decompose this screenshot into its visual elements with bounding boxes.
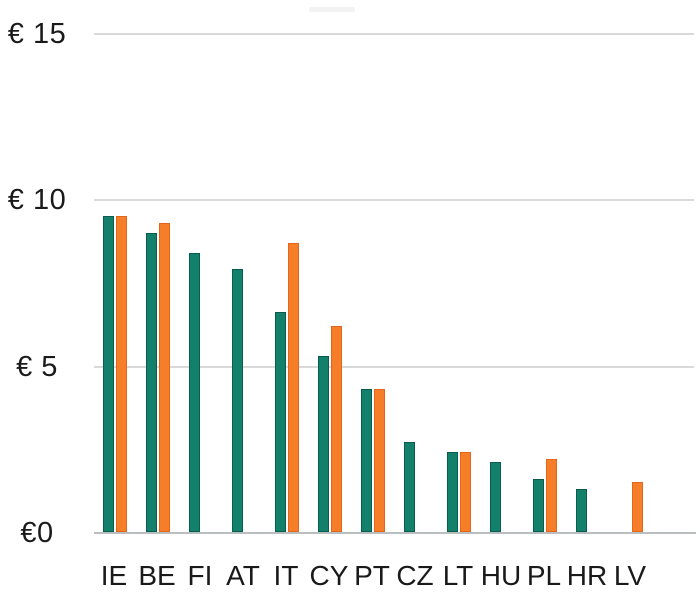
- bar-PL-orange: [546, 459, 557, 532]
- y-tick-label-10: € 10: [7, 184, 67, 217]
- x-tick-label-IT: IT: [273, 560, 299, 591]
- bar-LT-orange: [460, 452, 471, 532]
- bar-AT-green: [232, 269, 243, 532]
- bar-IT-orange: [288, 243, 299, 532]
- bar-PT-orange: [374, 389, 385, 532]
- y-tick-label-0: €0: [20, 517, 54, 549]
- x-tick-label-CZ: CZ: [396, 560, 434, 591]
- bar-IE-orange: [116, 216, 127, 532]
- x-tick-label-PT: PT: [354, 560, 390, 591]
- x-tick-label-BE: BE: [138, 560, 176, 591]
- gridline-15: [94, 33, 694, 35]
- bar-LV-orange: [632, 482, 643, 532]
- x-tick-label-LT: LT: [442, 560, 474, 591]
- bar-CZ-green: [404, 442, 415, 532]
- y-tick-label-15: € 15: [7, 18, 67, 50]
- bar-CY-green: [318, 356, 329, 532]
- bar-BE-orange: [159, 223, 170, 532]
- x-tick-label-IE: IE: [100, 560, 128, 591]
- x-tick-label-AT: AT: [226, 560, 260, 591]
- bar-BE-green: [146, 233, 157, 532]
- x-tick-label-LV: LV: [613, 560, 647, 591]
- bar-HR-green: [576, 489, 587, 532]
- y-tick-label-5: € 5: [16, 350, 58, 383]
- bar-IE-green: [103, 216, 114, 532]
- faint-artifact: [309, 7, 355, 12]
- x-tick-label-PL: PL: [526, 560, 562, 591]
- bar-HU-green: [490, 462, 501, 532]
- bar-IT-green: [275, 312, 286, 532]
- bar-PL-green: [533, 479, 544, 532]
- x-tick-label-FI: FI: [187, 560, 213, 591]
- x-axis-line: [94, 532, 696, 534]
- bar-PT-green: [361, 389, 372, 532]
- bar-CY-orange: [331, 326, 342, 532]
- gridline-10: [94, 199, 694, 202]
- x-tick-label-HU: HU: [480, 560, 522, 591]
- x-tick-label-HR: HR: [566, 560, 608, 591]
- bar-FI-green: [189, 253, 200, 532]
- bar-LT-green: [447, 452, 458, 532]
- x-tick-label-CY: CY: [309, 560, 349, 591]
- gridline-5: [94, 365, 694, 368]
